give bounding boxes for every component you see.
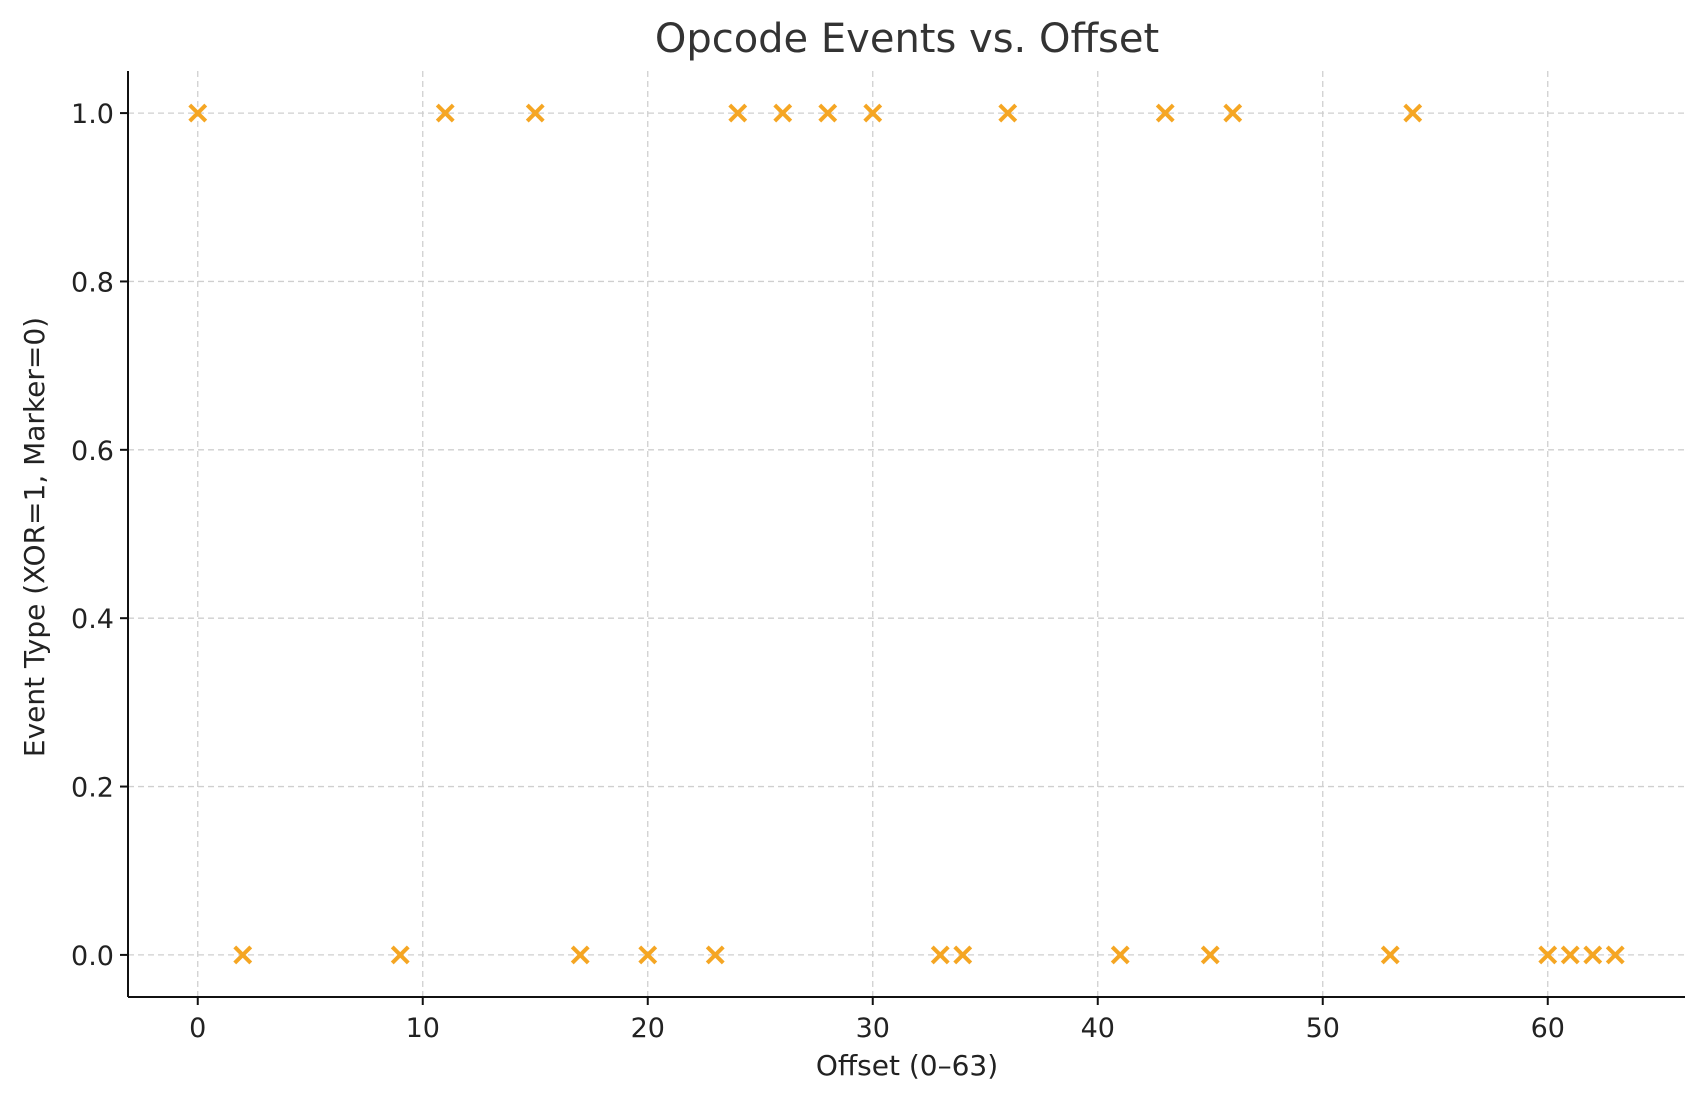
data-point: [233, 945, 253, 965]
x-axis-label: Offset (0–63): [816, 1049, 998, 1082]
x-tick-label: 20: [631, 1013, 665, 1044]
data-point: [953, 945, 973, 965]
data-point: [1155, 103, 1175, 123]
data-point: [773, 103, 793, 123]
data-point: [1200, 945, 1220, 965]
data-point: [1403, 103, 1423, 123]
y-tick-label: 0.0: [71, 941, 114, 972]
data-point: [1110, 945, 1130, 965]
data-point: [525, 103, 545, 123]
chart-title: Opcode Events vs. Offset: [655, 16, 1159, 62]
tick-labels: 0 10 20 30 40 50 60 0.0 0.2 0.4 0.6 0.8 1.0: [71, 99, 1565, 1044]
data-points: [188, 103, 1625, 965]
x-tick-label: 10: [406, 1013, 440, 1044]
x-tick-label: 30: [856, 1013, 890, 1044]
data-point: [435, 103, 455, 123]
data-point: [998, 103, 1018, 123]
data-point: [728, 103, 748, 123]
axes: [120, 71, 1685, 1005]
y-tick-label: 0.4: [71, 604, 114, 635]
data-point: [1583, 945, 1603, 965]
x-tick-label: 50: [1306, 1013, 1340, 1044]
y-tick-label: 0.6: [71, 436, 114, 467]
data-point: [1223, 103, 1243, 123]
x-tick-label: 40: [1081, 1013, 1115, 1044]
data-point: [818, 103, 838, 123]
data-point: [390, 945, 410, 965]
data-point: [638, 945, 658, 965]
data-point: [188, 103, 208, 123]
y-tick-label: 0.8: [71, 267, 114, 298]
y-axis-label: Event Type (XOR=1, Marker=0): [18, 317, 51, 757]
data-point: [930, 945, 950, 965]
y-tick-label: 1.0: [71, 99, 114, 130]
data-point: [1380, 945, 1400, 965]
data-point: [1605, 945, 1625, 965]
data-point: [1538, 945, 1558, 965]
data-point: [863, 103, 883, 123]
x-tick-label: 0: [189, 1013, 206, 1044]
x-tick-label: 60: [1531, 1013, 1565, 1044]
data-point: [705, 945, 725, 965]
data-point: [1560, 945, 1580, 965]
y-tick-label: 0.2: [71, 773, 114, 804]
data-point: [570, 945, 590, 965]
grid-lines: [128, 71, 1685, 997]
